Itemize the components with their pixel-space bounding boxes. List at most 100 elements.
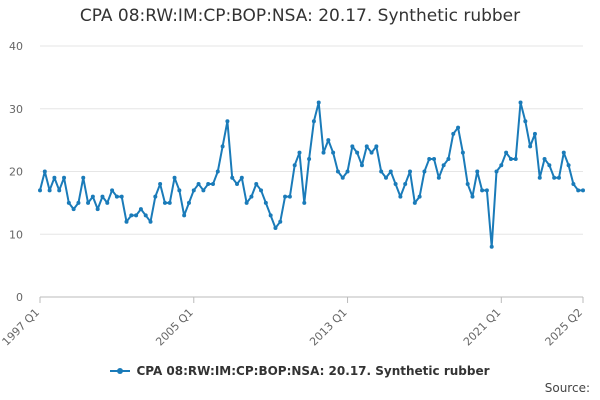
data-point — [235, 182, 240, 187]
data-point — [528, 144, 533, 149]
data-point — [374, 144, 379, 149]
data-point — [47, 188, 52, 193]
x-tick-label: 1997 Q1 — [0, 306, 42, 349]
data-point — [230, 175, 235, 180]
data-point — [71, 207, 76, 212]
data-point — [475, 169, 480, 174]
data-point — [499, 163, 504, 168]
data-point — [460, 150, 465, 155]
x-axis: 1997 Q1 2005 Q1 2013 Q1 2021 Q1 2025 Q2 — [0, 297, 585, 348]
data-point — [504, 150, 509, 155]
y-tick-label: 0 — [16, 291, 23, 304]
data-point — [566, 163, 571, 168]
data-point — [307, 156, 312, 161]
data-point — [283, 194, 288, 199]
data-point — [542, 156, 547, 161]
data-point — [42, 169, 47, 174]
data-point — [335, 169, 340, 174]
y-axis: 0 10 20 30 40 — [9, 40, 23, 304]
data-point — [153, 194, 158, 199]
legend[interactable]: CPA 08:RW:IM:CP:BOP:NSA: 20.17. Syntheti… — [0, 364, 600, 379]
data-point — [484, 188, 489, 193]
data-point — [581, 188, 585, 193]
x-tick-label: 2005 Q1 — [153, 306, 196, 349]
data-point — [225, 119, 230, 124]
data-point — [326, 138, 331, 143]
data-point — [254, 182, 259, 187]
data-point — [480, 188, 485, 193]
x-tick-label: 2013 Q1 — [307, 306, 350, 349]
data-point — [52, 175, 57, 180]
data-point — [340, 175, 345, 180]
data-point — [259, 188, 264, 193]
data-point — [388, 169, 393, 174]
data-point — [201, 188, 206, 193]
data-point — [513, 156, 518, 161]
data-point — [321, 150, 326, 155]
series-line — [39, 101, 583, 248]
data-point — [364, 144, 369, 149]
data-point — [196, 182, 201, 187]
data-point — [403, 182, 408, 187]
y-tick-label: 40 — [9, 40, 23, 53]
chart-title: CPA 08:RW:IM:CP:BOP:NSA: 20.17. Syntheti… — [79, 6, 521, 26]
data-point — [191, 188, 196, 193]
data-point — [90, 194, 95, 199]
data-point — [95, 207, 100, 212]
data-point — [186, 200, 191, 205]
data-point — [81, 175, 86, 180]
data-point — [177, 188, 182, 193]
data-point — [66, 200, 71, 205]
data-point — [143, 213, 148, 218]
data-point — [62, 175, 67, 180]
data-point — [441, 163, 446, 168]
data-point — [268, 213, 273, 218]
data-point — [489, 244, 494, 249]
source-label: Source: — [544, 381, 590, 395]
data-point — [355, 150, 360, 155]
data-point — [465, 182, 470, 187]
data-point — [76, 200, 81, 205]
x-tick-label: 2021 Q1 — [461, 306, 504, 349]
data-point — [244, 200, 249, 205]
y-tick-label: 30 — [9, 103, 23, 116]
data-point — [436, 175, 441, 180]
data-point — [110, 188, 115, 193]
data-point — [561, 150, 566, 155]
data-point — [331, 150, 336, 155]
data-point — [292, 163, 297, 168]
data-point — [369, 150, 374, 155]
data-point — [446, 156, 451, 161]
data-point — [138, 207, 143, 212]
y-tick-label: 10 — [9, 228, 23, 241]
data-point — [158, 182, 163, 187]
data-point — [359, 163, 364, 168]
data-point — [432, 156, 437, 161]
data-point — [408, 169, 413, 174]
gridlines — [40, 45, 583, 298]
data-point — [576, 188, 581, 193]
data-point — [556, 175, 561, 180]
data-point — [508, 156, 513, 161]
data-point — [249, 194, 254, 199]
data-point — [162, 200, 167, 205]
data-point — [345, 169, 350, 174]
data-point — [273, 225, 278, 230]
data-point — [172, 175, 177, 180]
data-point — [215, 169, 220, 174]
data-point — [206, 182, 211, 187]
data-point — [494, 169, 499, 174]
data-point — [105, 200, 110, 205]
x-tick-label: 2025 Q2 — [543, 306, 586, 349]
data-point — [134, 213, 139, 218]
data-point — [124, 219, 129, 224]
data-point — [114, 194, 119, 199]
data-point — [263, 200, 268, 205]
data-point — [86, 200, 91, 205]
data-point — [302, 200, 307, 205]
data-point — [148, 219, 153, 224]
data-point — [167, 200, 172, 205]
data-point — [350, 144, 355, 149]
data-point — [38, 188, 42, 193]
